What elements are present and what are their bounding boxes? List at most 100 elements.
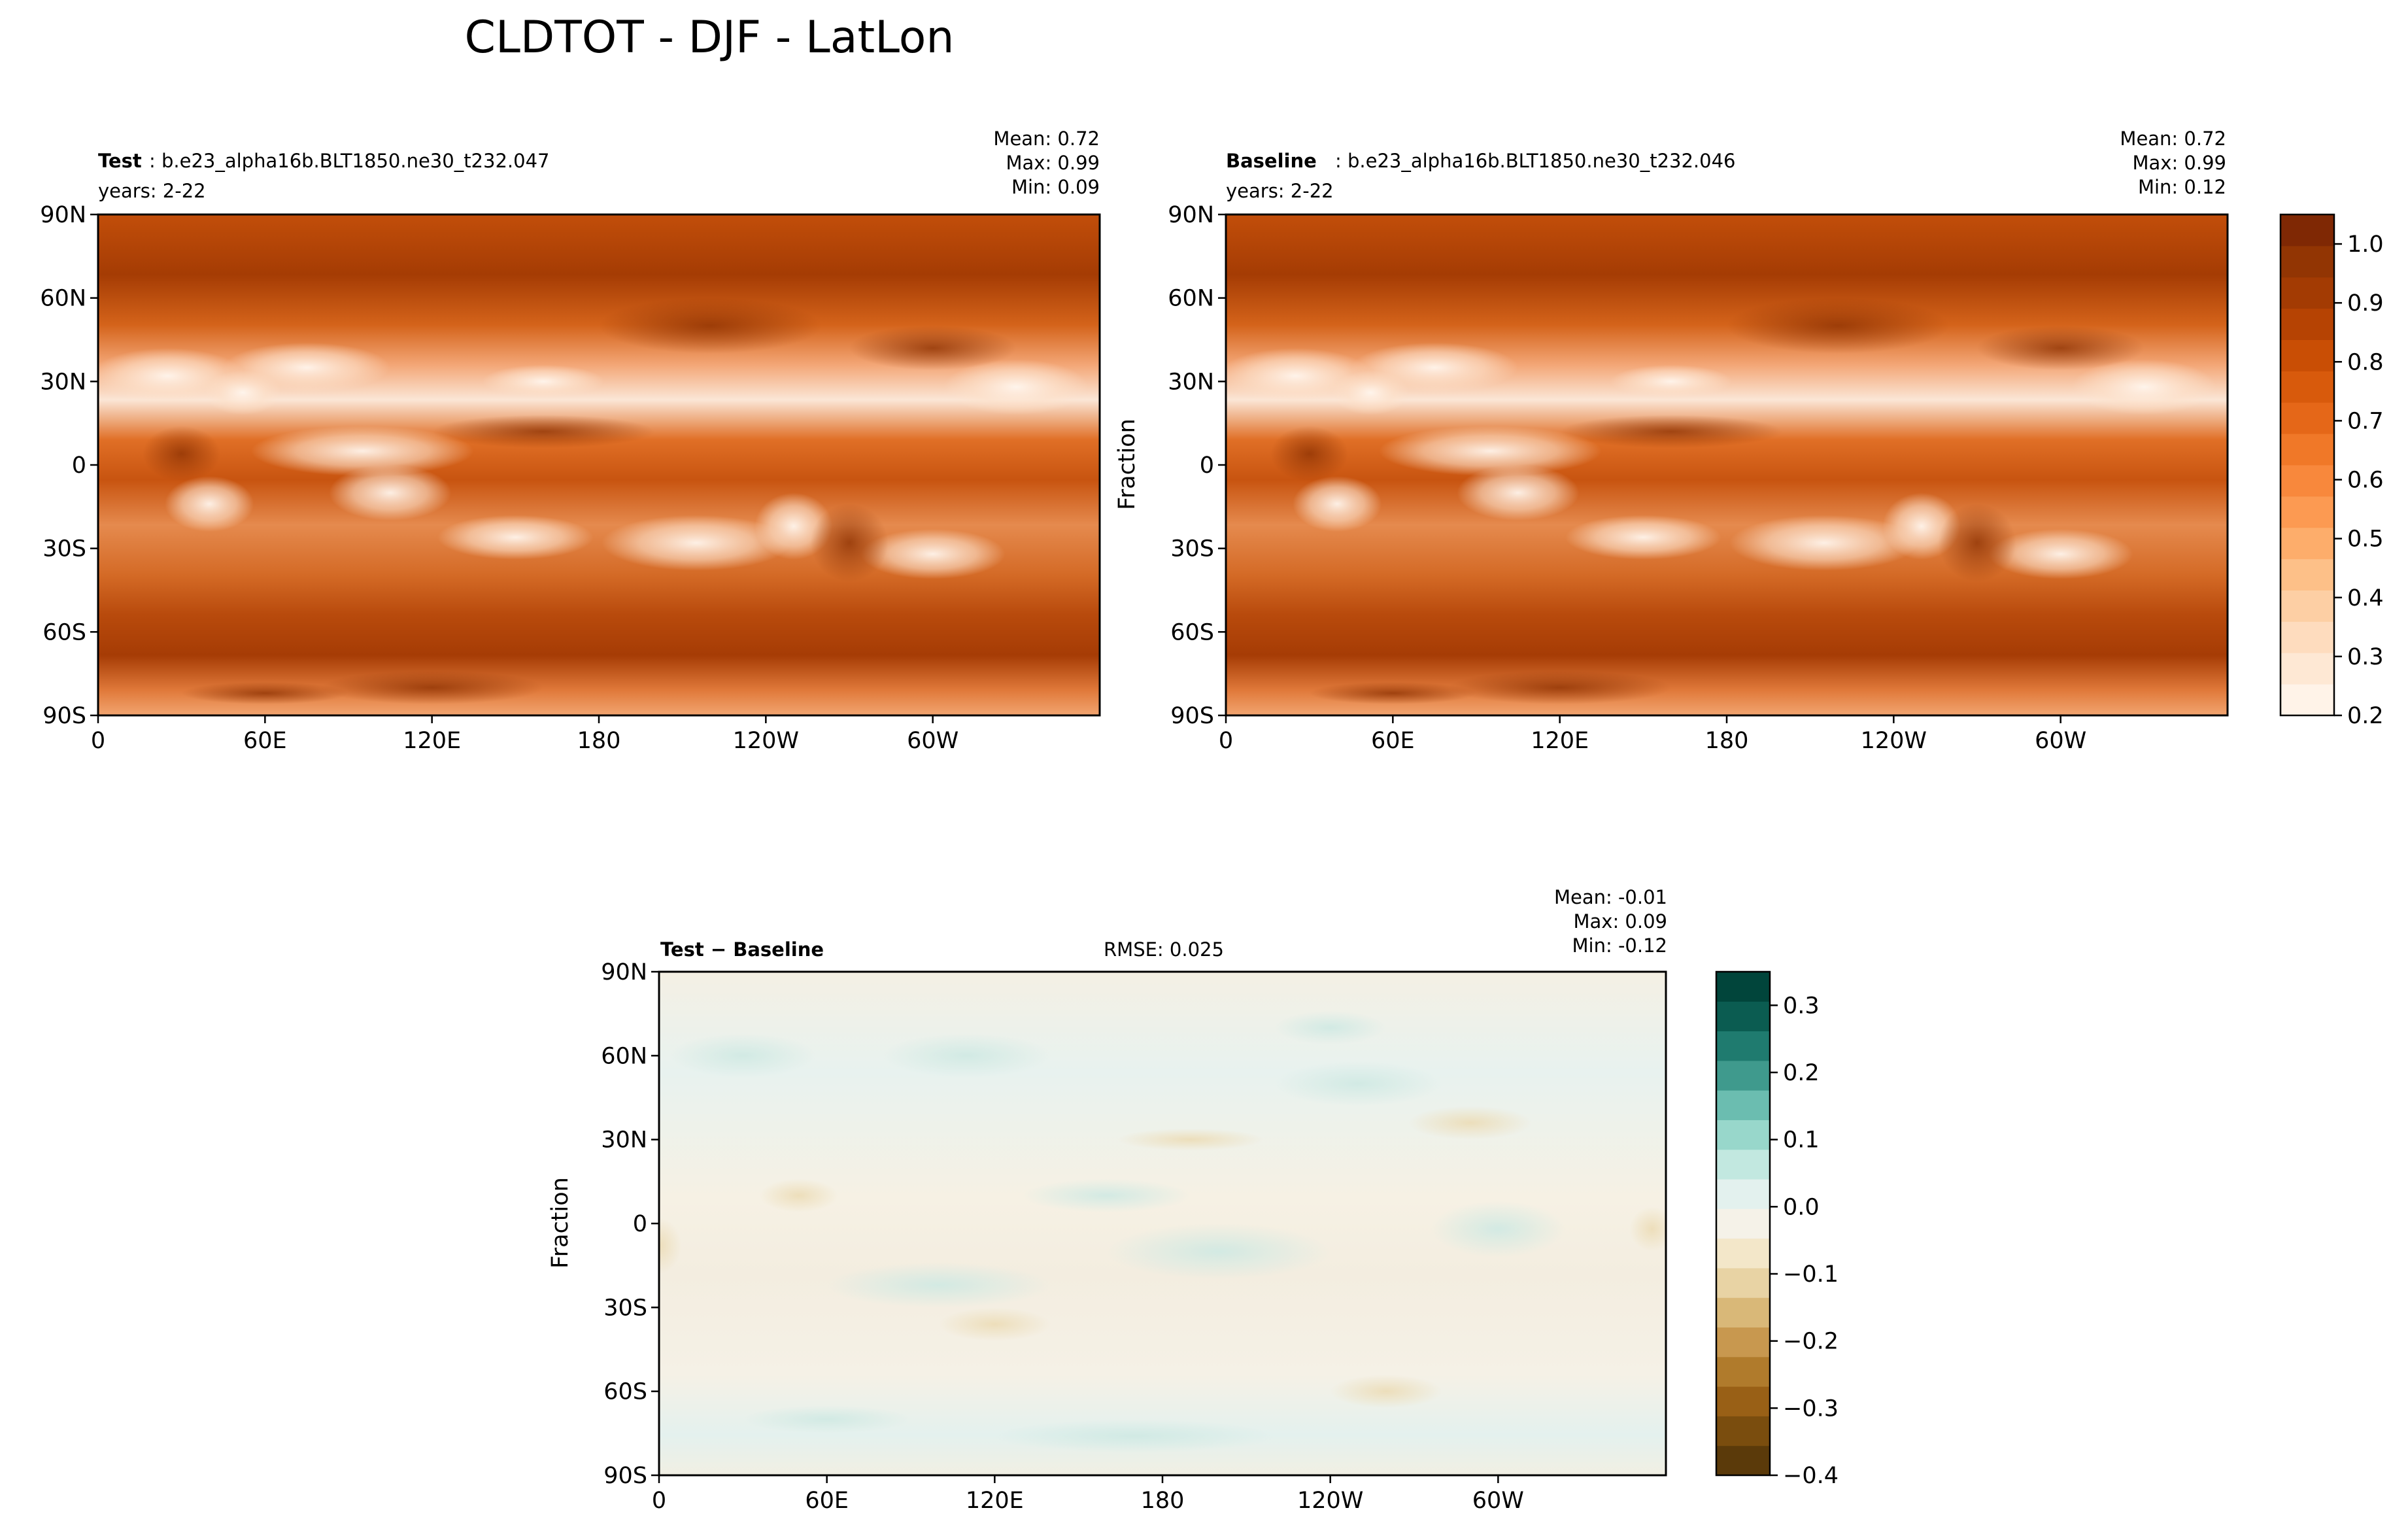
difference-colorbar: 0.3 0.2 0.1 0.0 −0.1 −0.2 −0.3 −0.4 [1715, 970, 1839, 1489]
colorbar-swatch [1716, 972, 1770, 1002]
x-tick-label: 120E [966, 1488, 1024, 1514]
y-tick-label: 90N [601, 959, 647, 985]
colorbar-tick-label: −0.3 [1783, 1395, 1839, 1422]
x-tick-label: 60E [243, 728, 287, 754]
y-tick-label: 30S [1170, 536, 1214, 562]
x-tick-label: 60W [907, 728, 958, 754]
colorbar-swatch [2281, 339, 2334, 371]
y-tick-label: 30S [603, 1295, 647, 1321]
colorbar-swatch [1716, 1238, 1770, 1269]
y-tick-label: 60S [1170, 619, 1214, 645]
x-tick-label: 120W [1297, 1488, 1363, 1514]
colorbar-swatch [2281, 558, 2334, 590]
x-tick-label: 180 [577, 728, 621, 754]
baseline-map-panel: Baseline : b.e23_alpha16b.BLT1850.ne30_t… [1114, 128, 2229, 754]
colorbar-tick-label: 0.4 [2347, 585, 2384, 611]
colorbar-tick-label: 0.3 [1783, 993, 1820, 1019]
colorbar-swatch [2281, 402, 2334, 434]
colorbar-swatch [1716, 1208, 1770, 1239]
y-tick-label: 60N [1168, 286, 1214, 312]
colorbar-tick-label: 0.6 [2347, 468, 2384, 494]
x-tick-label: 0 [91, 728, 105, 754]
test-map-panel: Test : b.e23_alpha16b.BLT1850.ne30_t232.… [40, 128, 1101, 754]
baseline-min: Min: 0.12 [2138, 176, 2226, 198]
colorbar-swatch [1716, 1267, 1770, 1298]
colorbar-frame [1715, 970, 1771, 1477]
colorbar-swatch [2281, 371, 2334, 403]
colorbar-tick-label: −0.4 [1783, 1463, 1839, 1489]
y-tick-label: 60S [42, 619, 86, 645]
diff-rmse: RMSE: 0.025 [1104, 938, 1224, 961]
x-tick-label: 120E [403, 728, 461, 754]
y-tick-label: 0 [72, 453, 86, 479]
colorbar-tick-label: 0.0 [1783, 1194, 1820, 1220]
colorbar-swatch [2281, 214, 2334, 247]
figure-title: CLDTOT - DJF - LatLon [465, 12, 955, 63]
colorbar-tick-label: 0.3 [2347, 644, 2384, 670]
colorbar-swatch [2281, 590, 2334, 622]
fraction-colorbar: 1.0 0.9 0.8 0.7 0.6 0.5 0.4 0.3 0.2 [2279, 213, 2384, 729]
baseline-years: years: 2-22 [1226, 180, 1334, 202]
y-tick-label: 30N [1168, 369, 1214, 395]
colorbar-swatch [2281, 434, 2334, 466]
x-tick-label: 0 [1219, 728, 1233, 754]
colorbar-tick-label: 1.0 [2347, 231, 2384, 258]
colorbar-tick-label: 0.9 [2347, 290, 2384, 317]
y-tick-label: 0 [633, 1211, 647, 1237]
y-tick-label: 30S [42, 536, 86, 562]
colorbar-swatch [2281, 527, 2334, 560]
colorbar-swatch [1716, 1120, 1770, 1150]
diff-max: Max: 0.09 [1573, 910, 1667, 933]
colorbar-swatch [2281, 684, 2334, 716]
colorbar-swatch [1716, 1327, 1770, 1358]
cloud-fraction-field [98, 214, 1100, 715]
colorbar-tick-label: 0.5 [2347, 526, 2384, 553]
x-tick-label: 120W [1861, 728, 1927, 754]
colorbar-swatch [1716, 1386, 1770, 1416]
colorbar-swatch [1716, 1356, 1770, 1387]
baseline-max: Max: 0.99 [2132, 152, 2226, 174]
y-tick-label: 90N [1168, 202, 1214, 228]
diff-label: Test − Baseline [660, 938, 824, 961]
y-tick-label: 30N [40, 369, 86, 395]
baseline-ylabel: Fraction [1114, 419, 1140, 510]
x-tick-label: 180 [1705, 728, 1749, 754]
test-label-text: : b.e23_alpha16b.BLT1850.ne30_t232.047 [149, 150, 549, 172]
colorbar-swatch [1716, 1179, 1770, 1209]
y-tick-label: 30N [601, 1127, 647, 1154]
x-tick-label: 120W [733, 728, 799, 754]
colorbar-swatch [1716, 1297, 1770, 1328]
colorbar-swatch [1716, 1090, 1770, 1120]
baseline-label-text: : b.e23_alpha16b.BLT1850.ne30_t232.046 [1335, 150, 1735, 172]
difference-field [659, 972, 1666, 1475]
x-tick-label: 0 [652, 1488, 666, 1514]
test-min: Min: 0.09 [1011, 176, 1100, 198]
colorbar-swatch [1716, 1060, 1770, 1091]
baseline-mean: Mean: 0.72 [2120, 128, 2226, 150]
y-tick-label: 90S [42, 703, 86, 729]
cloud-fraction-field [1226, 214, 2228, 715]
diff-ylabel: Fraction [547, 1177, 573, 1269]
y-tick-label: 90N [40, 202, 86, 228]
y-tick-label: 60N [601, 1043, 647, 1069]
colorbar-tick-label: 0.2 [1783, 1060, 1820, 1086]
colorbar-swatch [1716, 1031, 1770, 1061]
colorbar-swatch [1716, 1416, 1770, 1446]
test-years: years: 2-22 [98, 180, 206, 202]
colorbar-swatch [1716, 1149, 1770, 1180]
colorbar-tick-label: 0.7 [2347, 408, 2384, 434]
colorbar-swatch [2281, 653, 2334, 685]
difference-map-panel: Test − Baseline RMSE: 0.025 Mean: -0.01 … [547, 886, 1667, 1514]
x-tick-label: 60E [805, 1488, 849, 1514]
y-tick-label: 90S [603, 1463, 647, 1489]
x-tick-label: 60W [2035, 728, 2086, 754]
test-max: Max: 0.99 [1006, 152, 1100, 174]
y-tick-label: 60S [603, 1379, 647, 1405]
x-tick-label: 120E [1531, 728, 1589, 754]
colorbar-swatch [1716, 1001, 1770, 1032]
colorbar-tick-label: 0.8 [2347, 349, 2384, 375]
colorbar-tick-label: 0.2 [2347, 703, 2384, 729]
colorbar-swatch [1716, 1445, 1770, 1476]
colorbar-tick-label: −0.2 [1783, 1329, 1839, 1355]
